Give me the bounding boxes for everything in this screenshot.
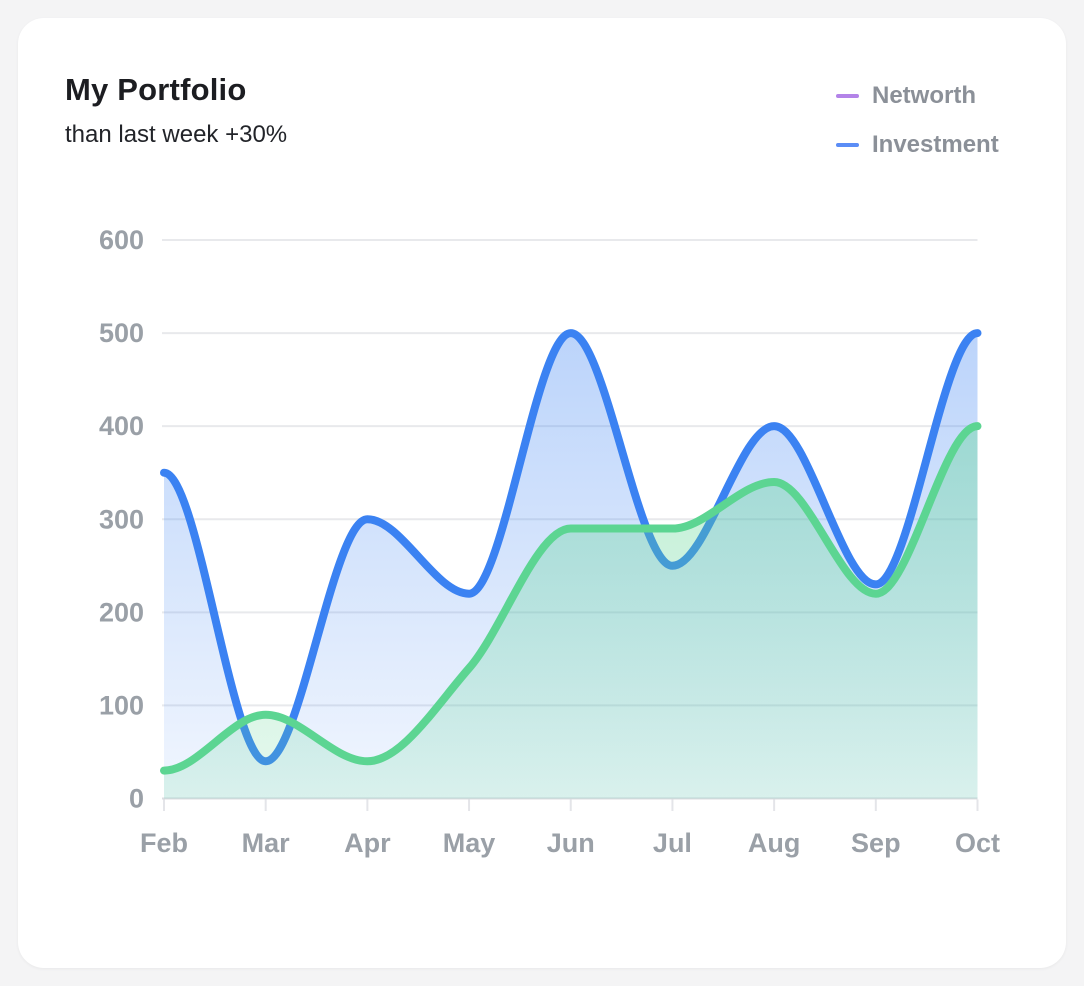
chart-legend: Networth Investment [836, 82, 999, 159]
x-axis-label-jun: Jun [547, 828, 595, 858]
x-axis-label-jul: Jul [653, 828, 692, 858]
x-axis-label-aug: Aug [748, 828, 800, 858]
legend-item-networth[interactable]: Networth [836, 82, 999, 110]
y-axis-label-600: 600 [99, 225, 144, 255]
legend-label: Investment [872, 131, 999, 158]
y-axis-label-300: 300 [99, 504, 144, 534]
legend-label: Networth [872, 82, 976, 109]
y-axis-label-400: 400 [99, 411, 144, 441]
subtitle-change-percent: than last week +30% [65, 121, 288, 148]
x-axis-label-feb: Feb [140, 828, 188, 858]
y-axis-label-200: 200 [99, 597, 144, 627]
x-axis-label-may: May [443, 828, 496, 858]
series-networth-area [164, 426, 978, 799]
y-axis-label-500: 500 [99, 318, 144, 348]
x-axis-label-apr: Apr [344, 828, 391, 858]
legend-item-investment[interactable]: Investment [836, 131, 999, 159]
portfolio-card: My Portfolio than last week +30% Networt… [18, 18, 1066, 968]
x-axis-label-sep: Sep [851, 828, 901, 858]
page-title: My Portfolio [65, 72, 247, 107]
y-axis-label-100: 100 [99, 690, 144, 720]
portfolio-area-chart[interactable]: 0 100 200 300 400 500 600 Feb Mar Apr May Jun Jul Aug… [18, 18, 1066, 968]
y-axis-label-0: 0 [129, 784, 144, 814]
series-networth-line [160, 422, 982, 775]
investment-marker-icon [836, 143, 859, 147]
x-axis-label-mar: Mar [242, 828, 291, 858]
networth-marker-icon [836, 94, 859, 98]
x-axis-label-oct: Oct [955, 828, 1000, 858]
